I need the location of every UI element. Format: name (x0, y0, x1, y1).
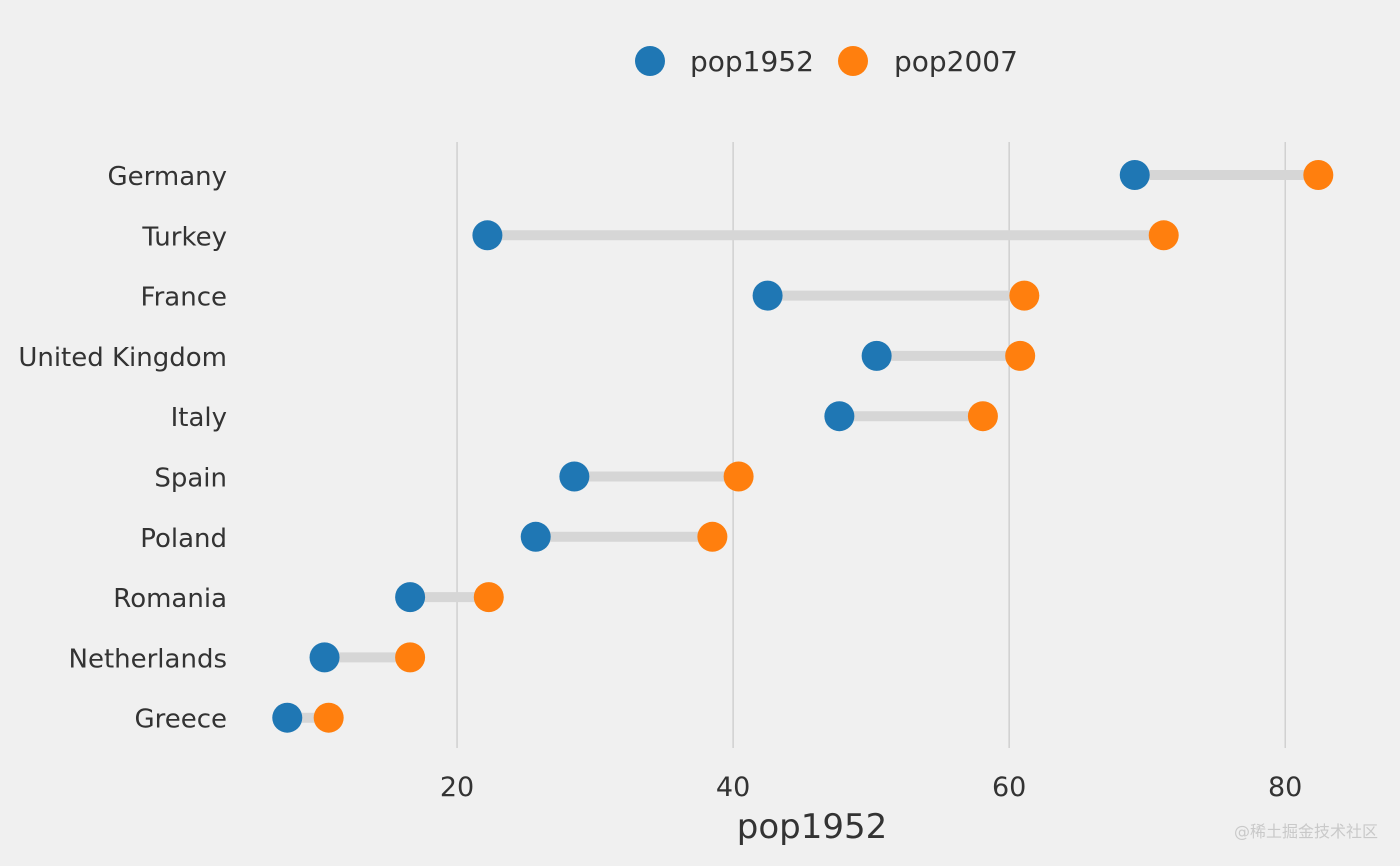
point-pop1952-spain (559, 461, 590, 492)
x-tick-label-60: 60 (992, 772, 1026, 803)
point-pop1952-turkey (472, 220, 503, 251)
y-label-poland: Poland (140, 524, 227, 554)
x-tick-label-20: 20 (440, 772, 474, 803)
x-tick-label-40: 40 (716, 772, 750, 803)
y-label-italy: Italy (171, 403, 227, 433)
y-label-greece: Greece (134, 705, 227, 735)
y-label-france: France (141, 283, 227, 313)
point-pop2007-germany (1303, 160, 1334, 190)
y-label-spain: Spain (154, 464, 227, 494)
point-pop2007-greece (313, 702, 344, 733)
point-pop1952-greece (272, 702, 303, 733)
y-label-romania: Romania (113, 584, 227, 614)
legend-label-pop2007: pop2007 (894, 45, 1018, 78)
y-label-germany: Germany (107, 162, 227, 192)
point-pop2007-romania (473, 582, 504, 613)
point-pop2007-united-kingdom (1005, 340, 1036, 371)
y-label-turkey: Turkey (141, 222, 227, 252)
x-tick-label-80: 80 (1268, 772, 1302, 803)
point-pop2007-poland (697, 521, 728, 552)
legend-marker-pop1952 (635, 46, 665, 76)
point-pop2007-turkey (1148, 220, 1179, 251)
x-axis-title: pop1952 (737, 807, 888, 847)
point-pop2007-spain (723, 461, 754, 492)
y-label-netherlands: Netherlands (69, 644, 228, 674)
watermark: @稀土掘金技术社区 (1233, 822, 1378, 841)
point-pop1952-united-kingdom (861, 340, 892, 371)
y-label-united-kingdom: United Kingdom (18, 343, 227, 373)
point-pop2007-netherlands (395, 642, 426, 673)
point-pop2007-italy (967, 401, 998, 432)
point-pop2007-france (1009, 280, 1040, 311)
point-pop1952-netherlands (309, 642, 340, 673)
point-pop1952-france (752, 280, 783, 311)
point-pop1952-romania (395, 582, 426, 613)
legend: pop1952 pop2007 (635, 45, 1018, 78)
point-pop1952-italy (824, 401, 855, 432)
legend-marker-pop2007 (838, 46, 868, 76)
point-pop1952-germany (1119, 160, 1150, 190)
legend-label-pop1952: pop1952 (690, 45, 814, 78)
point-pop1952-poland (520, 521, 551, 552)
